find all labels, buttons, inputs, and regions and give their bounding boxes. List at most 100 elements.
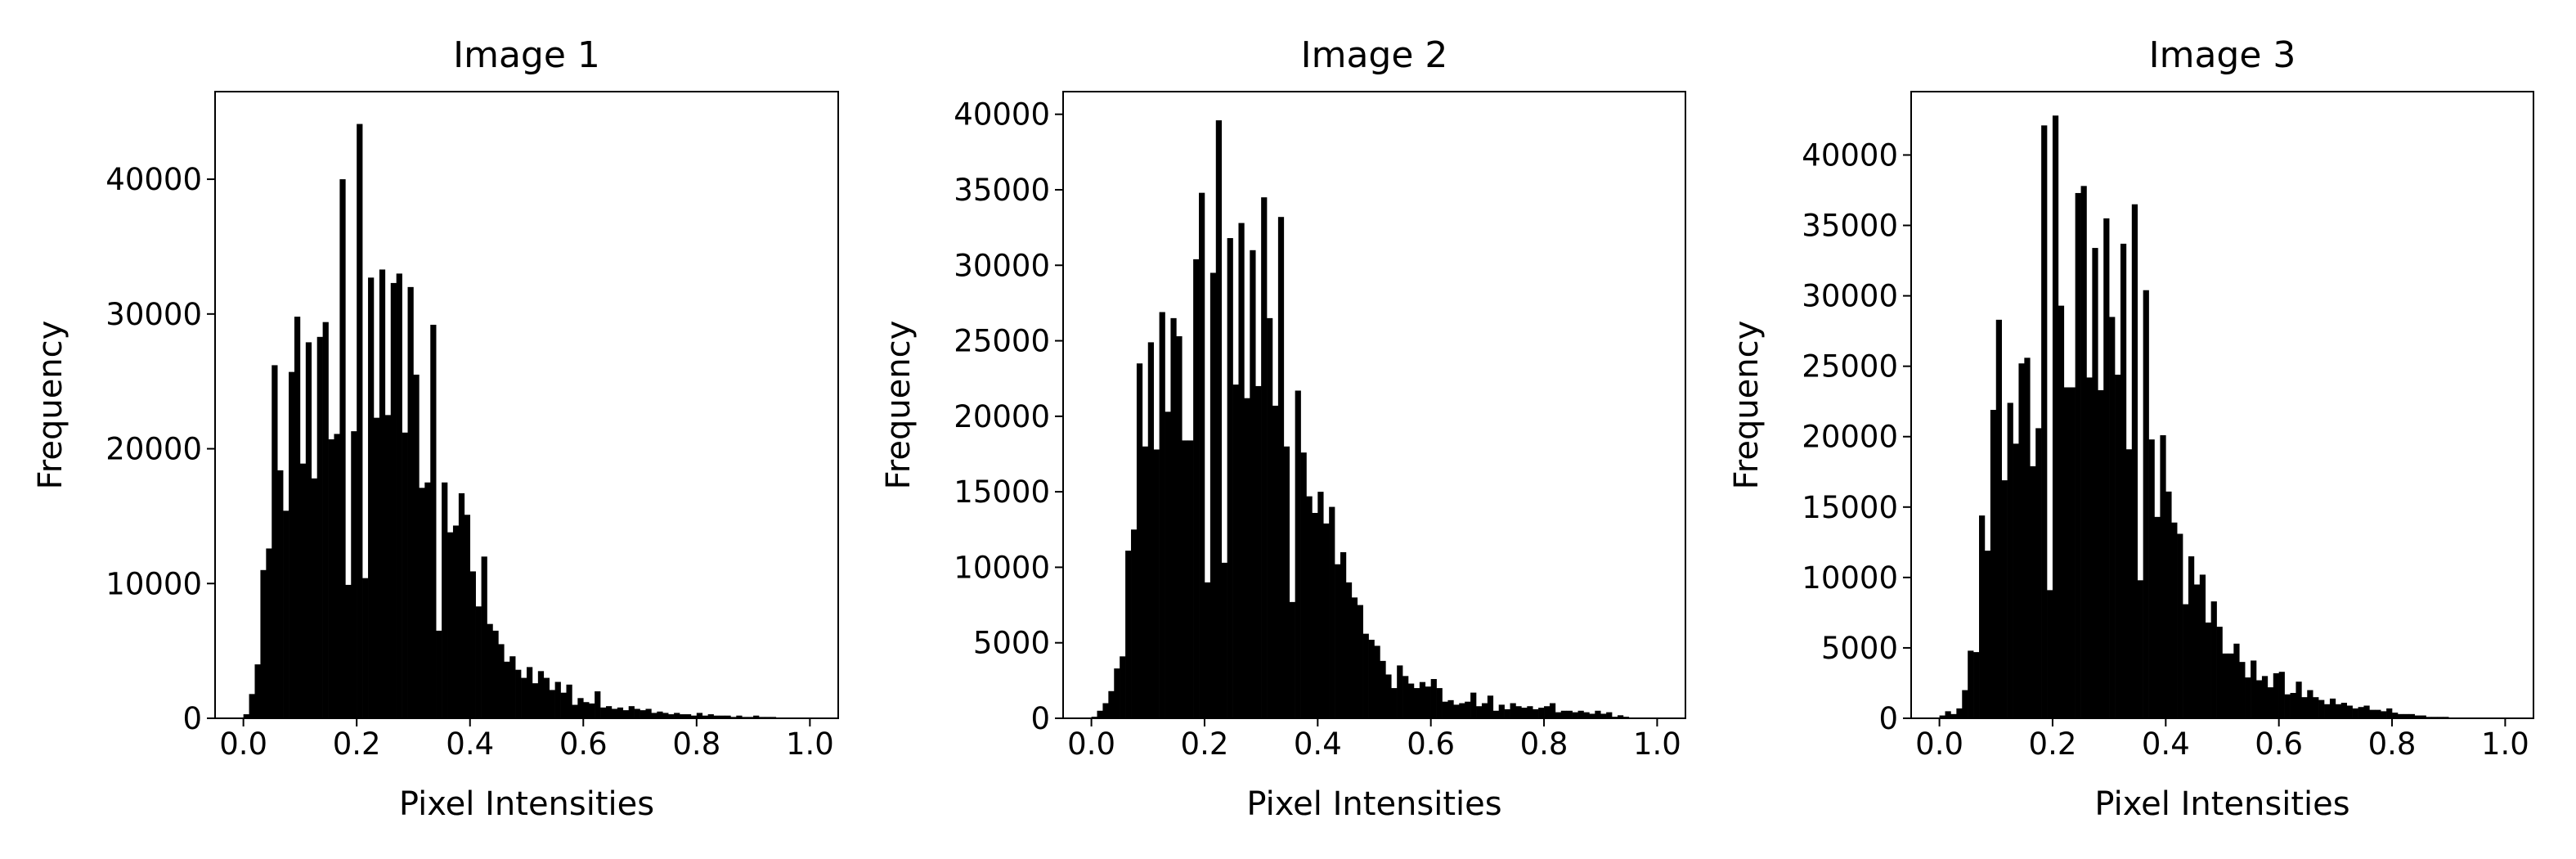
histogram-bar: [442, 482, 448, 718]
y-tick-label: 40000: [954, 97, 1050, 133]
x-tick-label: 1.0: [2481, 726, 2529, 762]
histogram-bar: [402, 432, 408, 718]
histogram-bar: [1182, 440, 1188, 718]
y-tick-label: 20000: [105, 432, 202, 467]
histogram-bar: [521, 677, 527, 718]
histogram-bar: [289, 371, 295, 718]
histogram-bar: [1515, 706, 1522, 718]
plot-frame: [214, 91, 839, 719]
histogram-bar: [1125, 551, 1132, 718]
histogram-bar: [611, 708, 618, 718]
histogram-bar: [424, 482, 431, 718]
y-axis-label: Frequency: [1728, 321, 1766, 490]
histogram-bar: [430, 324, 437, 718]
histogram-bar: [2086, 377, 2093, 718]
histogram-bar: [2199, 574, 2206, 718]
x-axis-label: Pixel Intensities: [399, 785, 654, 823]
histogram-bar: [2420, 715, 2426, 718]
histogram-bar: [419, 488, 425, 718]
histogram-bar: [634, 708, 640, 718]
histogram-bar: [2284, 694, 2291, 718]
histogram-bar: [339, 179, 346, 718]
y-tick-label: 10000: [105, 566, 202, 601]
histogram-bar: [2125, 449, 2133, 718]
histogram-bar: [1176, 336, 1183, 718]
histogram-bar: [1956, 708, 1963, 718]
x-axis-label: Pixel Intensities: [1246, 785, 1501, 823]
y-tick-label: 0: [1878, 701, 1898, 736]
histogram-bar: [2408, 713, 2416, 718]
histogram-bar: [1136, 363, 1143, 718]
histogram-bar: [1453, 704, 1460, 718]
histogram-bar: [322, 322, 329, 718]
histogram-bar: [2375, 709, 2381, 718]
histogram-bar: [1476, 706, 1483, 718]
histogram-bar: [254, 664, 261, 718]
histogram-bar: [1470, 692, 1477, 718]
histogram-bar: [1465, 701, 1471, 718]
histogram-bar: [1617, 715, 1624, 718]
histogram-bar: [2245, 677, 2251, 718]
y-tick-label: 30000: [105, 297, 202, 332]
histogram-bar: [334, 434, 340, 718]
histogram-bar: [328, 439, 334, 718]
histogram-bar: [595, 691, 601, 718]
histogram-bar: [1391, 688, 1398, 718]
histogram-bar: [1533, 708, 1539, 718]
y-tick-label: 15000: [954, 474, 1050, 510]
histogram-bar: [2098, 389, 2104, 718]
histogram-bar: [1267, 317, 1273, 718]
histogram-bar: [1374, 645, 1380, 718]
histogram-bar: [384, 415, 392, 718]
histogram-bar: [2369, 709, 2376, 718]
histogram-bar: [640, 710, 646, 718]
histogram-bar: [1108, 690, 1115, 718]
histogram-bar: [543, 677, 550, 718]
histogram-bars: [1091, 120, 1646, 719]
plot-frame: [1062, 91, 1686, 719]
histogram-bar: [464, 515, 471, 718]
histogram-bar: [272, 365, 278, 718]
histogram-bar: [713, 715, 720, 718]
histogram-bar: [719, 715, 725, 718]
histogram-bar: [1459, 703, 1465, 718]
y-tick-label: 5000: [973, 626, 1050, 661]
histogram-bar: [549, 690, 555, 718]
histogram-bar: [1492, 710, 1499, 718]
histogram-bar: [702, 715, 708, 718]
x-tick-label: 1.0: [786, 726, 834, 762]
histogram-bar: [1215, 120, 1223, 718]
histogram-bar: [1120, 656, 1126, 718]
histogram-bar: [1385, 674, 1392, 718]
histogram-bar: [1481, 703, 1488, 718]
histogram-bar: [2278, 672, 2285, 718]
histogram-bar: [1255, 385, 1262, 718]
x-tick-label: 0.8: [1520, 726, 1568, 762]
histogram-bar: [1425, 686, 1431, 718]
histogram-bar: [1159, 312, 1165, 718]
x-tick-label: 0.4: [2142, 726, 2190, 762]
histogram-bar: [2267, 687, 2274, 718]
histogram-bar: [1402, 676, 1409, 718]
histogram-bar: [736, 715, 743, 718]
histogram-bar: [1238, 223, 1245, 719]
histogram-bar: [1345, 582, 1353, 718]
histogram-bar: [1419, 681, 1426, 718]
histogram-bar: [753, 715, 760, 718]
histogram-bar: [2013, 443, 2019, 718]
histogram-bar: [1153, 449, 1160, 718]
histogram-bar: [2210, 601, 2217, 718]
histogram-bar: [368, 277, 375, 719]
histogram-bar: [2041, 125, 2048, 718]
histogram-bar: [680, 714, 686, 718]
histogram-bar: [1272, 405, 1279, 718]
y-tick-label: 20000: [954, 399, 1050, 434]
x-tick-label: 0.0: [1915, 726, 1963, 762]
histogram-bar: [566, 684, 572, 718]
histogram-bar: [622, 710, 629, 718]
histogram-bar: [2120, 243, 2127, 718]
histogram-bar: [2222, 653, 2228, 718]
histogram-bar: [436, 630, 442, 718]
histogram-bar: [2352, 708, 2358, 718]
